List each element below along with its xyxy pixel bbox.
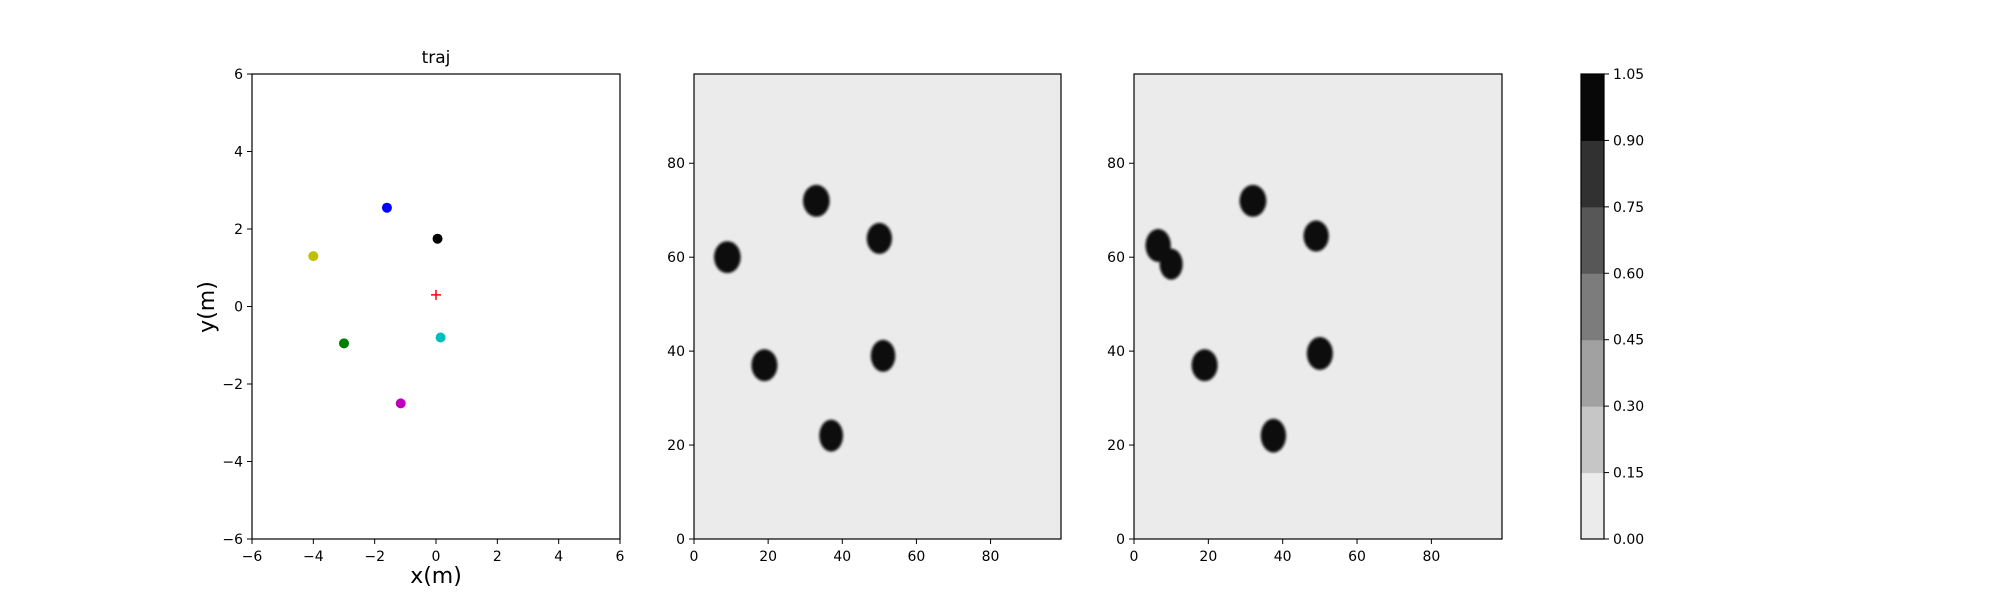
colorbar-tick-label: 0.45 [1613, 333, 1644, 349]
colorbar-tick-label: 0.60 [1613, 266, 1644, 282]
scatter-y-tick-label: 2 [234, 222, 243, 238]
colorbar-frame [1580, 73, 1605, 540]
heatmap-panel-2: 0 20 40 60 80 0 20 40 60 80 [1107, 73, 1503, 565]
heatmap-2-y-tick-label: 40 [1107, 344, 1125, 360]
heatmap-2-obstacle-blob [1303, 220, 1329, 252]
colorbar-band [1581, 206, 1604, 274]
scatter-x-tick-label: 0 [432, 549, 441, 565]
heatmap-2-x-tick-label: 80 [1422, 549, 1440, 565]
scatter-y-tick-label: 0 [234, 300, 243, 316]
heatmap-1-y-tick-label: 0 [676, 532, 685, 548]
heatmap-2-y-tick-label: 60 [1107, 250, 1125, 266]
heatmap-2-background [1134, 74, 1502, 539]
heatmap-2-x-tick-label: 0 [1130, 549, 1139, 565]
scatter-x-tick-label: −4 [303, 549, 324, 565]
colorbar-tick-label: 0.75 [1613, 200, 1644, 216]
scatter-x-tick-label: −6 [242, 549, 263, 565]
trajectory-scatter-plot: traj −6 −4 −2 0 2 4 6 −6 −4 −2 0 2 4 6 x(m) y(m) [195, 48, 625, 589]
heatmap-1-y-tick-label: 20 [667, 438, 685, 454]
heatmap-2-obstacle-blob [1260, 418, 1287, 453]
scatter-x-tick-label: 4 [554, 549, 563, 565]
heatmap-2-x-tick-label: 20 [1199, 549, 1217, 565]
scatter-point [308, 251, 319, 262]
heatmap-1-background [694, 74, 1061, 539]
colorbar-band [1581, 406, 1604, 474]
scatter-y-tick-label: 6 [234, 67, 243, 83]
scatter-x-tick-label: −2 [364, 549, 385, 565]
scatter-point [339, 338, 349, 349]
colorbar-tick-label: 0.15 [1613, 466, 1644, 482]
heatmap-2-y-tick-label: 80 [1107, 156, 1125, 172]
colorbar-band [1581, 74, 1604, 141]
heatmap-2-x-tick-label: 60 [1348, 549, 1366, 565]
heatmap-1-obstacle-blob [866, 222, 892, 254]
colorbar-band [1581, 273, 1604, 341]
heatmap-2-y-tick-label: 0 [1116, 532, 1125, 548]
heatmap-2-axes-frame [1133, 73, 1503, 540]
colorbar: 0.00 0.15 0.30 0.45 0.60 0.75 0.90 1.05 [1580, 67, 1644, 548]
colorbar-tick-label: 0.90 [1613, 133, 1644, 149]
scatter-axes-frame [251, 73, 621, 540]
heatmap-2-obstacle-blob [1239, 184, 1267, 217]
colorbar-band [1581, 339, 1604, 407]
colorbar-band [1581, 472, 1604, 540]
heatmap-1-y-tick-label: 40 [667, 344, 685, 360]
heatmap-1-obstacle-blob [802, 184, 830, 217]
heatmap-1-obstacle-blob [819, 419, 844, 452]
heatmap-1-x-tick-label: 20 [759, 549, 777, 565]
scatter-point [435, 332, 446, 343]
heatmap-2-y-tick-label: 20 [1107, 438, 1125, 454]
heatmap-1-obstacle-blob [751, 349, 778, 382]
heatmap-1-obstacle-blob [714, 241, 741, 274]
heatmap-1-y-tick-label: 60 [667, 250, 685, 266]
scatter-x-tick-label: 2 [493, 549, 502, 565]
heatmap-2-obstacle-blob [1159, 248, 1183, 280]
heatmap-1-x-tick-label: 40 [833, 549, 851, 565]
heatmap-1-y-tick-label: 80 [667, 156, 685, 172]
heatmap-2-x-tick-label: 40 [1274, 549, 1292, 565]
scatter-x-axis-label: x(m) [410, 564, 462, 589]
heatmap-2-obstacle-blob [1191, 349, 1218, 382]
heatmap-2-obstacle-blob [1306, 337, 1333, 370]
scatter-x-tick-label: 6 [616, 549, 625, 565]
colorbar-tick-label: 1.05 [1613, 67, 1644, 83]
heatmap-1-obstacle-blob [870, 339, 896, 372]
colorbar-tick-label: 0.00 [1613, 532, 1644, 548]
heatmap-panel-1: 0 20 40 60 80 0 20 40 60 80 [667, 73, 1062, 565]
heatmap-1-axes-frame [693, 73, 1062, 540]
scatter-y-axis-label: y(m) [195, 281, 220, 333]
scatter-y-tick-label: −2 [222, 377, 243, 393]
scatter-point [381, 202, 392, 213]
colorbar-band [1581, 140, 1604, 208]
heatmap-1-x-tick-label: 80 [982, 549, 1000, 565]
scatter-title: traj [422, 48, 451, 68]
scatter-y-tick-label: −6 [222, 532, 243, 548]
scatter-point [395, 398, 406, 409]
colorbar-tick-label: 0.30 [1613, 399, 1644, 415]
goal-plus-marker [431, 289, 441, 300]
heatmap-1-x-tick-label: 60 [908, 549, 926, 565]
scatter-point [432, 233, 443, 244]
scatter-y-tick-label: −4 [222, 455, 243, 471]
scatter-y-tick-label: 4 [234, 145, 243, 161]
heatmap-1-x-tick-label: 0 [690, 549, 699, 565]
